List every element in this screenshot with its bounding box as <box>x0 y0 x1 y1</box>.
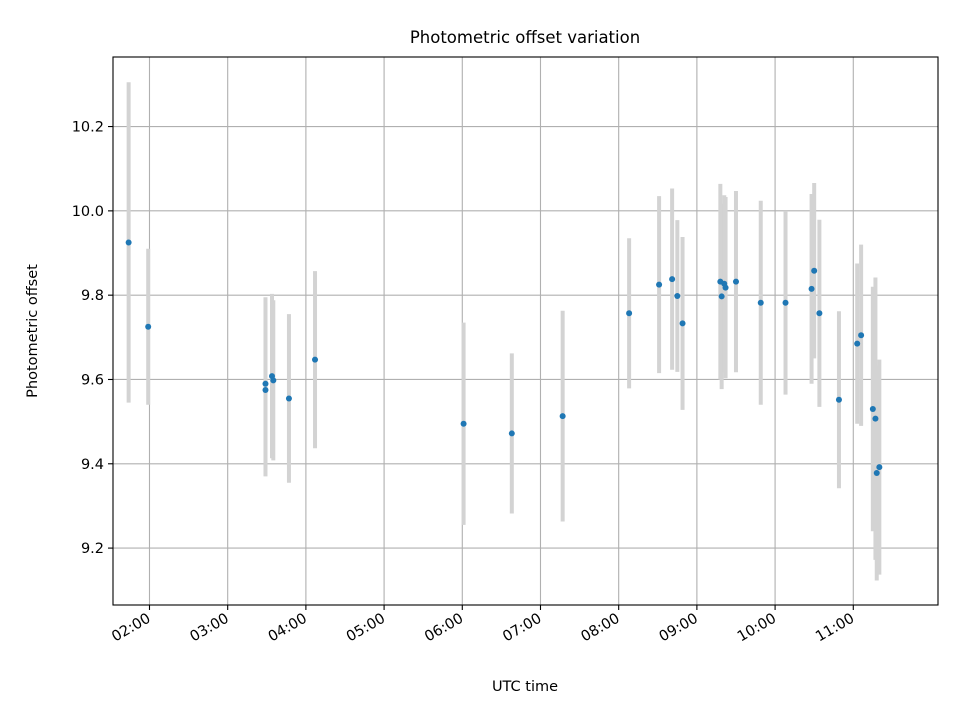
data-point <box>460 420 467 427</box>
data-point <box>722 284 729 291</box>
data-point <box>816 310 823 317</box>
data-point <box>626 310 633 317</box>
data-point <box>854 340 861 347</box>
y-tick-label: 9.8 <box>81 288 104 304</box>
data-point <box>669 276 676 283</box>
y-tick-label: 9.6 <box>81 372 104 388</box>
data-point <box>718 293 725 300</box>
data-point <box>312 356 319 363</box>
data-point <box>508 430 515 437</box>
data-point <box>872 415 879 422</box>
data-point <box>559 413 566 420</box>
data-point <box>656 281 663 288</box>
y-tick-label: 10.0 <box>72 204 104 220</box>
data-point <box>262 387 269 394</box>
data-point <box>732 278 739 285</box>
data-point <box>285 395 292 402</box>
data-point <box>262 380 269 387</box>
data-point <box>858 332 865 339</box>
data-point <box>679 320 686 327</box>
chart-title: Photometric offset variation <box>410 28 640 47</box>
y-axis-ticks: 9.2 9.4 9.6 9.8 10.0 10.2 <box>72 120 113 557</box>
data-point <box>674 293 681 300</box>
data-point <box>876 464 883 471</box>
y-tick-label: 9.2 <box>81 541 104 557</box>
data-point <box>782 299 789 306</box>
data-point <box>145 323 152 330</box>
data-point <box>869 405 876 412</box>
data-point <box>835 396 842 403</box>
data-point <box>270 377 277 384</box>
data-point <box>808 285 815 292</box>
y-tick-label: 9.4 <box>81 457 104 473</box>
data-point <box>811 267 818 274</box>
y-axis-label: Photometric offset <box>25 264 41 398</box>
data-point <box>873 470 880 477</box>
data-point <box>757 299 764 306</box>
plot-area-frame <box>112 56 939 606</box>
data-points <box>125 239 883 477</box>
y-tick-label: 10.2 <box>72 120 104 136</box>
grid <box>113 57 938 605</box>
x-axis-label: UTC time <box>492 679 558 695</box>
data-point <box>125 239 132 246</box>
